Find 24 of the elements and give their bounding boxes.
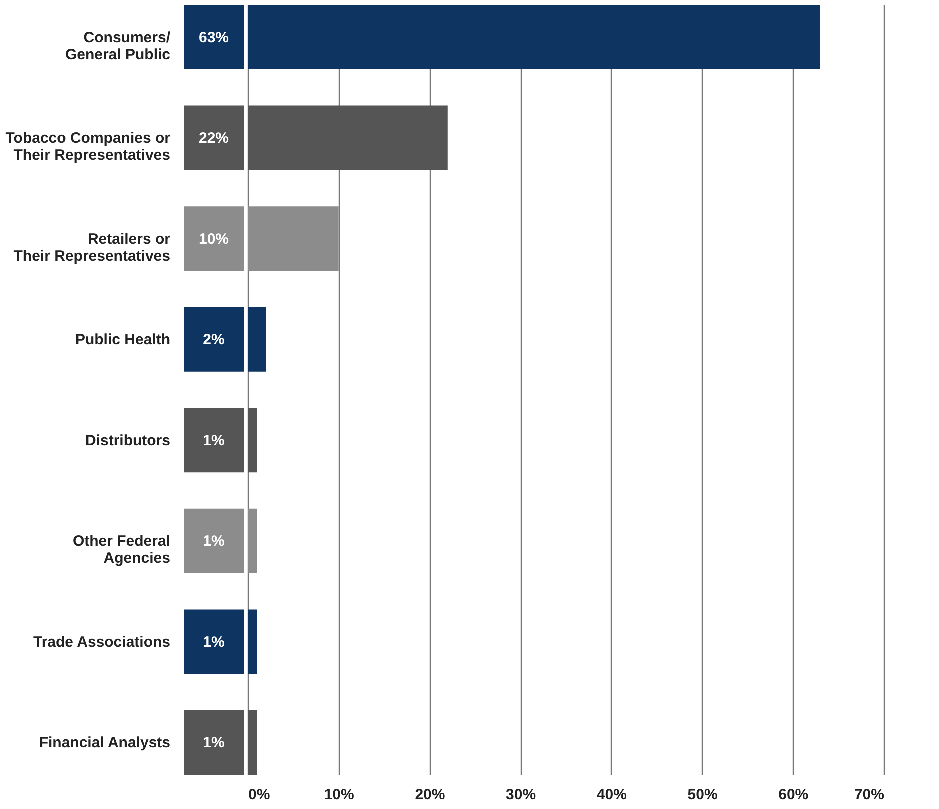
y-tick-label: Financial Analysts bbox=[39, 734, 170, 752]
y-tick-label: Tobacco Companies or Their Representatives bbox=[6, 130, 171, 164]
y-tick-label: Public Health bbox=[75, 332, 170, 349]
x-tick-label: 30% bbox=[506, 786, 536, 804]
y-tick-label: Consumers/ General Public bbox=[65, 29, 172, 64]
data-label: 63% bbox=[198, 29, 230, 46]
x-tick-label: 40% bbox=[596, 786, 627, 804]
data-label: 10% bbox=[198, 230, 230, 248]
x-tick-label: 0% bbox=[248, 786, 270, 804]
x-tick-label: 20% bbox=[415, 786, 446, 804]
data-label: 22% bbox=[198, 130, 230, 148]
data-label: 1% bbox=[203, 533, 225, 550]
y-tick-label: Retailers or Their Representatives bbox=[14, 230, 171, 265]
y-tick-label: Distributors bbox=[85, 432, 170, 450]
data-label: 1% bbox=[203, 734, 225, 752]
x-tick-label: 60% bbox=[778, 786, 809, 804]
y-tick-label: Other Federal Agencies bbox=[72, 533, 170, 568]
x-tick-label: 70% bbox=[854, 786, 884, 804]
x-tick-label: 10% bbox=[324, 786, 354, 804]
x-tick-label: 50% bbox=[688, 786, 718, 804]
data-label: 1% bbox=[203, 432, 225, 450]
data-label: 1% bbox=[203, 634, 225, 651]
data-label: 2% bbox=[203, 332, 225, 349]
y-tick-label: Trade Associations bbox=[34, 634, 170, 651]
